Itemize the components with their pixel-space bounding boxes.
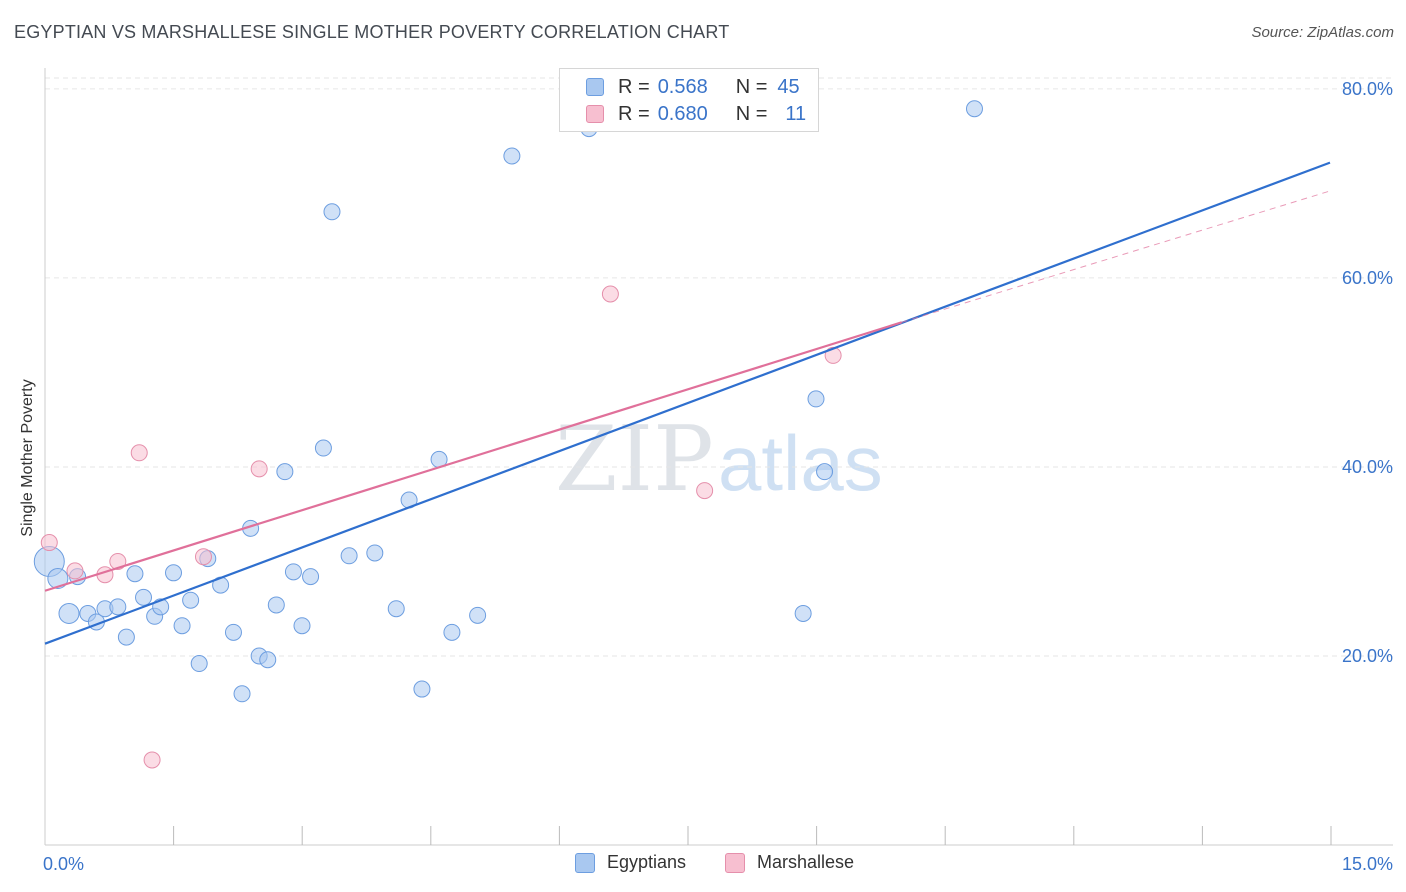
watermark-atlas: atlas xyxy=(718,419,883,507)
point-marshallese xyxy=(130,444,148,462)
legend-r-label: R = xyxy=(618,102,650,125)
point-egyptians xyxy=(259,651,277,669)
source-label: Source: ZipAtlas.com xyxy=(1251,24,1394,41)
point-egyptians xyxy=(47,567,69,589)
series-legend-egyptians[interactable]: Egyptians xyxy=(575,852,686,873)
legend-n-value: 45 xyxy=(777,75,800,98)
trend-line-marshallese-extension xyxy=(901,190,1331,323)
point-egyptians xyxy=(276,463,294,481)
point-marshallese xyxy=(696,482,714,500)
point-egyptians xyxy=(173,617,191,635)
y-tick-label: 60.0% xyxy=(1342,268,1393,288)
point-egyptians xyxy=(267,596,285,614)
correlation-legend: R = 0.568 N = 45 R = 0.680 N = 11 xyxy=(559,68,819,132)
point-egyptians xyxy=(233,685,251,703)
point-egyptians xyxy=(165,564,182,582)
point-egyptians xyxy=(284,563,302,581)
legend-n-label: N = xyxy=(735,102,768,125)
point-egyptians xyxy=(302,568,320,586)
point-marshallese xyxy=(143,751,161,769)
point-marshallese xyxy=(194,548,212,566)
point-marshallese xyxy=(601,285,619,303)
point-egyptians xyxy=(965,100,983,118)
point-egyptians xyxy=(135,588,153,606)
series-swatch-marshallese xyxy=(725,852,745,873)
point-egyptians xyxy=(443,623,461,641)
chart-title: EGYPTIAN VS MARSHALLESE SINGLE MOTHER PO… xyxy=(14,22,730,42)
point-egyptians xyxy=(469,606,487,624)
point-egyptians xyxy=(314,439,332,457)
legend-row-egyptians: R = 0.568 N = 45 xyxy=(586,75,800,99)
point-marshallese xyxy=(66,562,84,580)
point-egyptians xyxy=(58,602,80,624)
legend-row-marshallese: R = 0.680 N = 11 xyxy=(586,102,806,126)
series-legend-label: Marshallese xyxy=(757,852,855,872)
series-legend-label: Egyptians xyxy=(607,852,687,872)
trend-line-marshallese xyxy=(44,321,902,592)
point-egyptians xyxy=(109,598,127,616)
point-egyptians xyxy=(182,591,200,609)
legend-r-value: 0.680 xyxy=(657,102,708,125)
series-swatch-egyptians xyxy=(575,852,595,873)
x-tick-label-min: 0.0% xyxy=(43,854,84,874)
point-egyptians xyxy=(816,463,834,481)
point-egyptians xyxy=(387,600,405,618)
point-egyptians xyxy=(794,604,812,622)
legend-r-label: R = xyxy=(618,75,650,98)
point-marshallese xyxy=(109,552,127,570)
point-marshallese xyxy=(40,534,58,552)
series-legend: Egyptians Marshallese xyxy=(0,852,1406,878)
legend-n-value: 11 xyxy=(785,102,807,125)
point-egyptians xyxy=(190,655,208,673)
series-legend-marshallese[interactable]: Marshallese xyxy=(725,852,854,873)
point-marshallese xyxy=(824,346,842,364)
point-egyptians xyxy=(323,203,341,221)
point-egyptians xyxy=(366,544,384,562)
y-tick-label: 40.0% xyxy=(1342,457,1393,477)
legend-swatch-marshallese xyxy=(586,105,604,123)
point-egyptians xyxy=(224,623,242,641)
x-tick-label-max: 15.0% xyxy=(1342,854,1393,874)
point-egyptians xyxy=(413,680,431,698)
watermark-zip: ZIP xyxy=(555,407,714,512)
point-egyptians xyxy=(293,617,311,635)
y-tick-label: 80.0% xyxy=(1342,79,1393,99)
point-egyptians xyxy=(807,390,825,408)
point-egyptians xyxy=(340,547,358,565)
point-egyptians xyxy=(126,565,144,583)
point-egyptians xyxy=(117,628,135,646)
legend-r-value: 0.568 xyxy=(657,75,708,98)
y-tick-label: 20.0% xyxy=(1342,646,1393,666)
legend-swatch-egyptians xyxy=(586,78,604,96)
point-egyptians xyxy=(503,147,521,165)
legend-n-label: N = xyxy=(735,75,768,98)
point-marshallese xyxy=(250,460,268,478)
trend-line-egyptians xyxy=(44,161,1331,645)
